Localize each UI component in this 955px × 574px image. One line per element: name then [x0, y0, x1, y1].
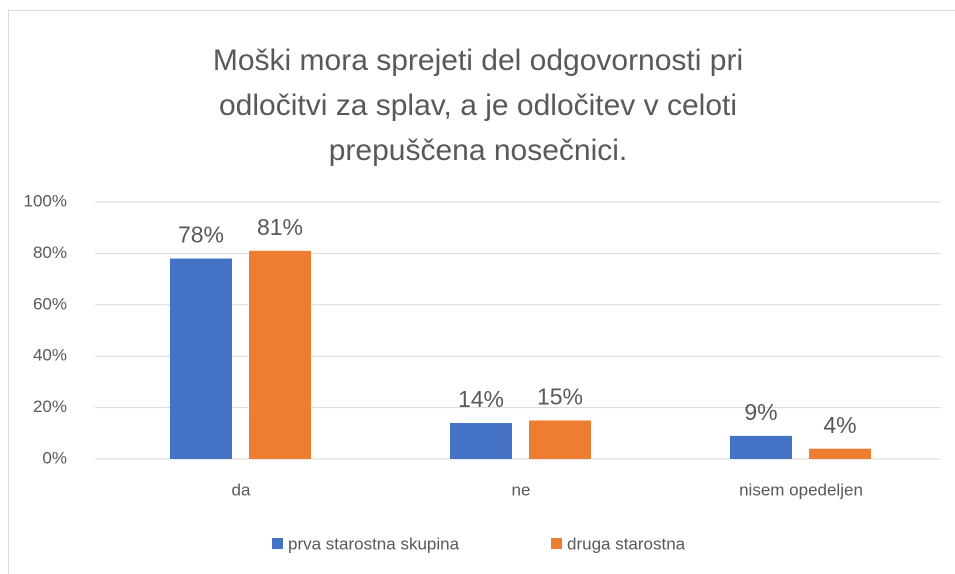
chart-title: Moški mora sprejeti del odgovornosti pri: [213, 44, 743, 77]
y-tick-label: 40%: [33, 346, 67, 365]
x-tick-label: nisem opedeljen: [739, 480, 863, 499]
x-tick-label: da: [232, 480, 251, 499]
x-tick-label: ne: [512, 480, 531, 499]
y-tick-label: 0%: [42, 448, 67, 467]
y-tick-label: 20%: [33, 397, 67, 416]
chart-border: [8, 10, 955, 574]
y-tick-label: 60%: [33, 294, 67, 313]
data-label: 14%: [458, 386, 504, 412]
data-label: 15%: [537, 384, 583, 410]
chart-title: prepuščena nosečnici.: [329, 134, 628, 167]
chart-title: odločitvi za splav, a je odločitev v cel…: [219, 89, 737, 122]
bar: [450, 423, 512, 459]
bar: [529, 420, 591, 459]
legend-label: prva starostna skupina: [288, 534, 460, 553]
bar: [170, 258, 232, 459]
data-label: 78%: [178, 222, 224, 248]
y-tick-label: 100%: [24, 191, 67, 210]
bar: [730, 435, 792, 459]
legend-swatch: [551, 538, 562, 549]
legend-label: druga starostna: [567, 534, 686, 553]
data-label: 4%: [823, 412, 856, 438]
y-tick-label: 80%: [33, 243, 67, 262]
bar: [249, 250, 311, 459]
bar: [809, 448, 871, 459]
data-label: 81%: [257, 214, 303, 240]
legend-swatch: [272, 538, 283, 549]
data-label: 9%: [744, 399, 777, 425]
